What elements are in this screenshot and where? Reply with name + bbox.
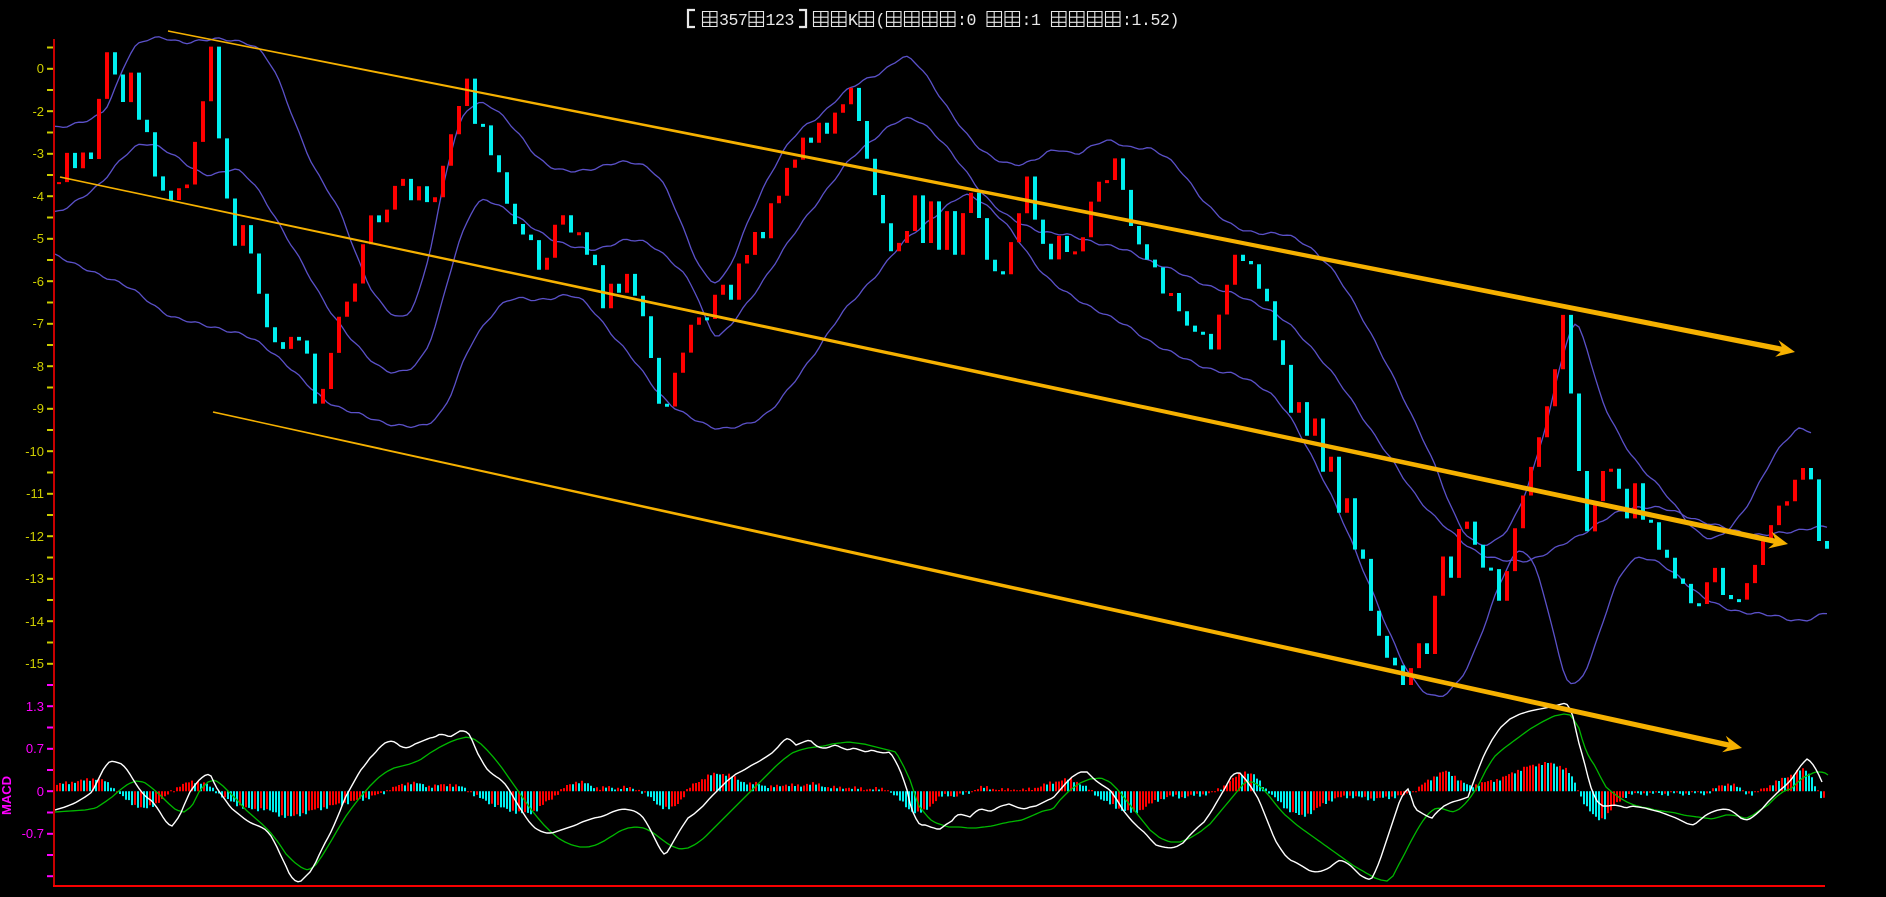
svg-text:2: 2 xyxy=(1160,11,1170,30)
svg-text:1.3: 1.3 xyxy=(26,699,44,714)
svg-text:3: 3 xyxy=(785,11,795,30)
svg-text:0.7: 0.7 xyxy=(26,741,44,756)
svg-text:-5: -5 xyxy=(32,231,44,246)
svg-text:-0.7: -0.7 xyxy=(22,826,44,841)
svg-text::: : xyxy=(1122,11,1132,30)
svg-text:-7: -7 xyxy=(32,316,44,331)
svg-text:MACD: MACD xyxy=(0,776,14,815)
svg-text:-8: -8 xyxy=(32,359,44,374)
svg-text:3: 3 xyxy=(719,11,729,30)
svg-text:-10: -10 xyxy=(25,444,44,459)
svg-text:1: 1 xyxy=(1031,11,1041,30)
svg-text:2: 2 xyxy=(775,11,785,30)
svg-text:-9: -9 xyxy=(32,401,44,416)
svg-text::: : xyxy=(1022,11,1032,30)
svg-text:K: K xyxy=(848,11,858,30)
svg-text:1: 1 xyxy=(1132,11,1142,30)
svg-text:-12: -12 xyxy=(25,529,44,544)
svg-text:-11: -11 xyxy=(26,486,44,501)
svg-text:5: 5 xyxy=(729,11,739,30)
svg-text:1: 1 xyxy=(766,11,776,30)
svg-text:-4: -4 xyxy=(32,189,44,204)
svg-text:-15: -15 xyxy=(25,656,44,671)
svg-text::: : xyxy=(957,11,967,30)
svg-text:(: ( xyxy=(876,11,886,30)
svg-text:0: 0 xyxy=(967,11,977,30)
svg-text:5: 5 xyxy=(1151,11,1161,30)
svg-text:-13: -13 xyxy=(25,571,44,586)
svg-text:0: 0 xyxy=(37,61,44,76)
svg-text:.: . xyxy=(1141,11,1151,30)
svg-text:-6: -6 xyxy=(32,274,44,289)
svg-text:-14: -14 xyxy=(25,614,44,629)
svg-text:0: 0 xyxy=(37,784,44,799)
svg-text:-3: -3 xyxy=(32,146,44,161)
svg-text:7: 7 xyxy=(738,11,748,30)
svg-text:-2: -2 xyxy=(32,104,44,119)
svg-text:): ) xyxy=(1170,11,1180,30)
